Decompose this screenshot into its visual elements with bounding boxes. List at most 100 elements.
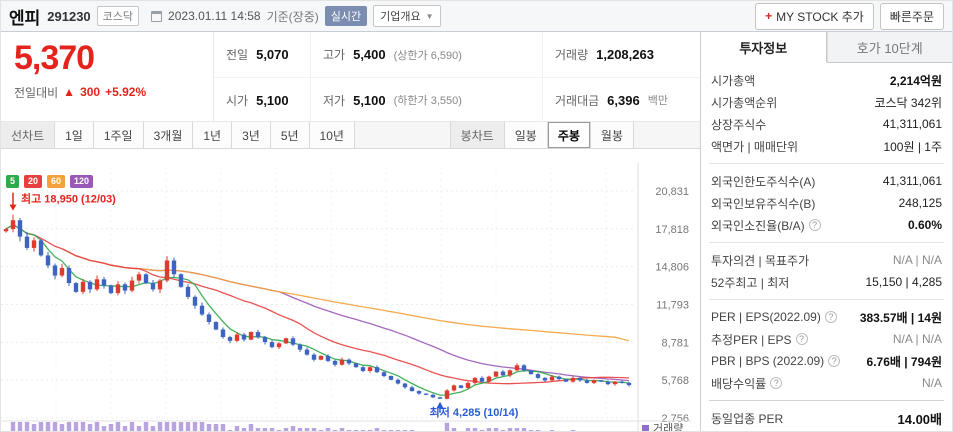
row-foreign-ratio: 외국인소진율(B/A) ? 0.60% <box>711 214 942 236</box>
row-value: N/A | N/A <box>892 332 942 346</box>
row-value: N/A <box>921 376 942 390</box>
low-label: 저가 <box>323 93 346 108</box>
open-cell: 시가 5,100 <box>214 77 310 122</box>
help-icon[interactable]: ? <box>828 355 841 367</box>
chart-area: 5 20 60 120 20,831 17,818 14,806 11,793 8,78… <box>1 149 700 431</box>
realtime-badge: 실시간 <box>324 6 368 26</box>
svg-text:최저 4,285 (10/14): 최저 4,285 (10/14) <box>430 405 519 419</box>
row-label: 배당수익률 <box>711 376 767 391</box>
svg-text:8,781: 8,781 <box>661 337 689 349</box>
candle-tab-daily[interactable]: 일봉 <box>504 122 548 148</box>
company-overview-dropdown[interactable]: 기업개요 ▼ <box>373 5 441 27</box>
row-market-cap: 시가총액 2,214억원 <box>711 69 942 91</box>
row-value: 248,125 <box>898 196 942 210</box>
row-label: 추정PER | EPS <box>711 332 792 347</box>
row-label: 시가총액순위 <box>711 95 778 110</box>
svg-text:17,818: 17,818 <box>655 224 689 236</box>
amount-value: 6,396 <box>607 92 640 108</box>
period-tab-10year[interactable]: 10년 <box>309 122 355 148</box>
datetime-text: 2023.01.11 14:58 <box>168 9 261 23</box>
divider <box>709 163 944 164</box>
low-value: 5,100 <box>353 92 386 108</box>
change-percent: +5.92% <box>105 85 147 100</box>
row-value: 41,311,061 <box>882 174 942 188</box>
help-icon[interactable]: ? <box>808 219 821 231</box>
row-label: 외국인한도주식수(A) <box>711 174 816 189</box>
row-label: 동일업종 PER <box>711 411 784 426</box>
quick-order-label: 빠른주문 <box>889 9 934 24</box>
chart-toolbar: 선차트 1일 1주일 3개월 1년 3년 5년 10년 봉차트 일봉 주봉 월봉 <box>1 122 700 149</box>
upper-limit: (상한가 6,590) <box>393 49 462 62</box>
svg-text:2,756: 2,756 <box>661 413 689 425</box>
row-value: 6.76배 | 794원 <box>866 354 942 369</box>
period-tab-3month[interactable]: 3개월 <box>143 122 194 148</box>
change-label: 전일대비 <box>14 85 59 100</box>
period-tab-1day[interactable]: 1일 <box>55 122 94 148</box>
row-label: PBR | BPS (2022.09) <box>711 354 825 368</box>
row-value: 코스닥 342위 <box>874 95 942 110</box>
basis-text: 기준(장중) <box>266 9 319 24</box>
volume-section-label: 거래량 <box>642 420 683 431</box>
ma5-legend-chip: 5 <box>6 175 20 188</box>
row-label: 상장주식수 <box>711 117 767 132</box>
row-label: 투자의견 | 목표주가 <box>711 253 810 268</box>
open-label: 시가 <box>226 93 249 108</box>
row-label: 시가총액 <box>711 73 756 88</box>
change-value: 300 <box>80 85 101 100</box>
row-52week-high-low: 52주최고 | 최저 15,150 | 4,285 <box>711 271 942 293</box>
period-tab-1week[interactable]: 1주일 <box>93 122 144 148</box>
high-cell: 고가 5,400 (상한가 6,590) <box>310 32 542 77</box>
ma60-legend-chip: 60 <box>47 175 66 188</box>
candle-tab-monthly[interactable]: 월봉 <box>590 122 634 148</box>
low-cell: 저가 5,100 (하한가 3,550) <box>310 77 542 122</box>
candle-tab-group: 봉차트 일봉 주봉 월봉 <box>449 122 634 148</box>
open-value: 5,100 <box>256 92 289 108</box>
volume-label: 거래량 <box>555 48 589 62</box>
row-label: 외국인소진율(B/A) <box>711 218 805 233</box>
help-icon[interactable]: ? <box>824 311 837 323</box>
row-value: 15,150 | 4,285 <box>865 275 942 289</box>
row-market-cap-rank: 시가총액순위 코스닥 342위 <box>711 91 942 113</box>
chevron-down-icon: ▼ <box>425 11 434 21</box>
row-label: PER | EPS(2022.09) <box>711 310 821 324</box>
price-panel: 5,370 전일대비 ▲ 300 +5.92% 전일 5,070 고가 <box>1 32 700 122</box>
prev-close-label: 전일 <box>226 48 249 62</box>
svg-text:5,768: 5,768 <box>661 375 689 387</box>
row-est-per-eps: 추정PER | EPS ? N/A | N/A <box>711 328 942 350</box>
volume-swatch-icon <box>642 424 649 431</box>
high-value: 5,400 <box>353 47 386 62</box>
my-stock-add-button[interactable]: + MY STOCK 추가 <box>755 2 874 30</box>
period-tab-3year[interactable]: 3년 <box>232 122 271 148</box>
volume-cell: 거래량 1,208,263 <box>542 32 700 77</box>
period-tab-5year[interactable]: 5년 <box>270 122 310 148</box>
calendar-icon <box>151 10 163 22</box>
stock-name: 엔피 <box>9 8 41 28</box>
sidebar: 투자정보 호가 10단계 시가총액 2,214억원 시가총액순위 코스닥 342… <box>701 32 952 431</box>
my-stock-label: MY STOCK 추가 <box>776 9 864 24</box>
ma-legend: 5 20 60 120 <box>6 175 94 188</box>
quick-order-button[interactable]: 빠른주문 <box>879 2 944 30</box>
help-icon[interactable]: ? <box>770 377 783 389</box>
row-industry-per: 동일업종 PER 14.00배 <box>711 407 942 429</box>
tab-orderbook-10[interactable]: 호가 10단계 <box>826 32 952 62</box>
volume-value: 1,208,263 <box>596 47 654 62</box>
row-pbr-bps: PBR | BPS (2022.09) ? 6.76배 | 794원 <box>711 350 942 372</box>
company-overview-label: 기업개요 <box>380 11 421 23</box>
row-value: 41,311,061 <box>882 117 942 131</box>
row-value: N/A | N/A <box>892 253 942 267</box>
candle-chart-group-label: 봉차트 <box>450 122 505 148</box>
svg-text:14,806: 14,806 <box>655 262 689 274</box>
ma20-legend-chip: 20 <box>24 175 43 188</box>
divider <box>709 299 944 300</box>
svg-text:11,793: 11,793 <box>656 300 689 312</box>
period-tab-1year[interactable]: 1년 <box>193 122 233 148</box>
price-chart-svg[interactable]: 20,831 17,818 14,806 11,793 8,781 5,768 2,756 최… <box>1 149 700 431</box>
tab-invest-info[interactable]: 투자정보 <box>701 32 827 63</box>
help-icon[interactable]: ? <box>795 333 808 345</box>
volume-text: 거래량 <box>653 423 684 431</box>
svg-text:20,831: 20,831 <box>655 186 689 198</box>
row-label: 52주최고 | 최저 <box>711 275 790 290</box>
candle-tab-weekly[interactable]: 주봉 <box>547 122 591 148</box>
up-triangle-icon: ▲ <box>63 85 76 100</box>
content: 5,370 전일대비 ▲ 300 +5.92% 전일 5,070 고가 <box>1 32 952 431</box>
